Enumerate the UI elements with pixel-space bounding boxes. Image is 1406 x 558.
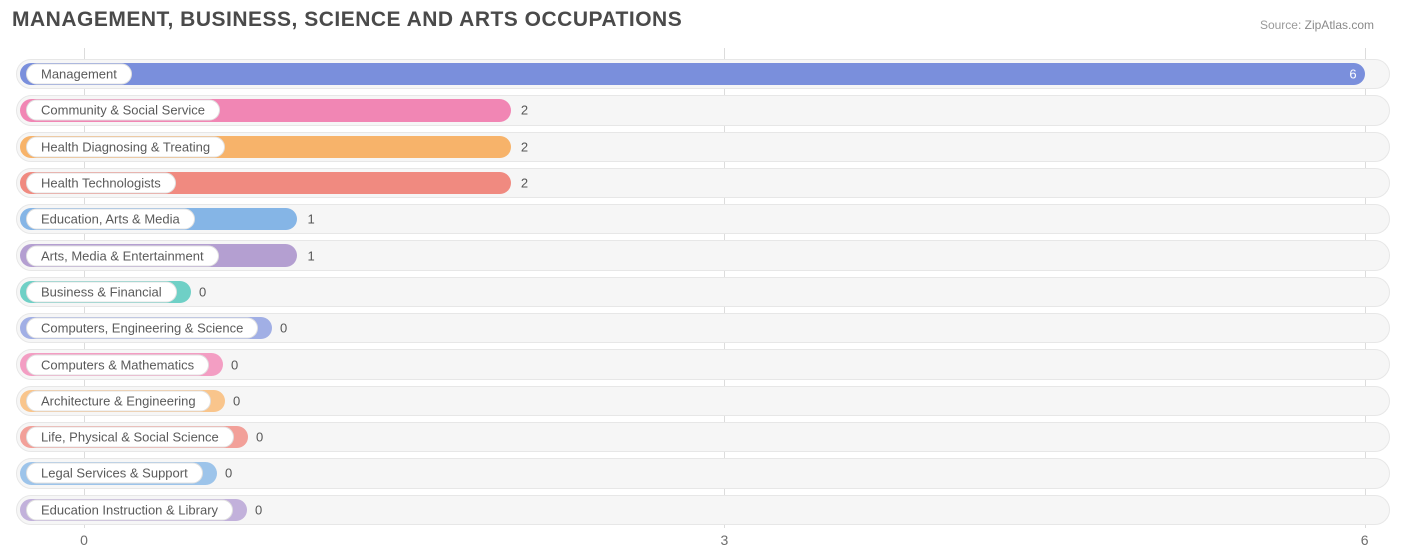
bar-row: Management 6 [12,56,1394,92]
bar-value: 0 [199,284,206,299]
bar-row: Architecture & Engineering 0 [12,383,1394,419]
bar-label-pill: Business & Financial [26,281,177,302]
bar-row: Computers & Mathematics 0 [12,346,1394,382]
bar-row: Health Diagnosing & Treating 2 [12,129,1394,165]
bar-row: Community & Social Service 2 [12,92,1394,128]
bar-value: 1 [307,248,314,263]
bar-value: 0 [233,393,240,408]
bar-value: 1 [307,212,314,227]
bar-label-pill: Management [26,64,132,85]
bar-label-pill: Computers, Engineering & Science [26,318,258,339]
bar-value: 2 [521,176,528,191]
chart-plot: Management6Community & Social Service2He… [12,48,1394,556]
bar-track [16,458,1390,488]
bar-label-pill: Education, Arts & Media [26,209,195,230]
bar-value: 0 [280,321,287,336]
bar-label-pill: Legal Services & Support [26,463,203,484]
bar-value: 2 [521,139,528,154]
bar-row: Arts, Media & Entertainment 1 [12,237,1394,273]
bar-row: Business & Financial 0 [12,274,1394,310]
bar-fill [20,63,1365,85]
bar-label-pill: Architecture & Engineering [26,390,211,411]
bar-label-pill: Education Instruction & Library [26,499,233,520]
bar-label-pill: Health Diagnosing & Treating [26,136,225,157]
source-value: ZipAtlas.com [1305,18,1374,32]
bar-value: 0 [225,466,232,481]
bar-row: Education Instruction & Library 0 [12,492,1394,528]
bar-label-pill: Community & Social Service [26,100,220,121]
bar-value: 0 [256,430,263,445]
bar-label-pill: Health Technologists [26,173,176,194]
bar-value: 2 [521,103,528,118]
x-tick-label: 0 [80,532,88,548]
bar-label-pill: Arts, Media & Entertainment [26,245,219,266]
bar-row: Life, Physical & Social Science 0 [12,419,1394,455]
bar-value: 6 [1349,67,1356,82]
bar-track [16,277,1390,307]
bar-row: Computers, Engineering & Science 0 [12,310,1394,346]
bar-value: 0 [231,357,238,372]
chart-title: MANAGEMENT, BUSINESS, SCIENCE AND ARTS O… [12,8,1394,32]
bar-row: Health Technologists 2 [12,165,1394,201]
x-tick-label: 6 [1361,532,1369,548]
bar-row: Legal Services & Support 0 [12,455,1394,491]
x-tick-label: 3 [720,532,728,548]
bar-row: Education, Arts & Media 1 [12,201,1394,237]
bar-label-pill: Life, Physical & Social Science [26,427,234,448]
source-label: Source: [1260,18,1301,32]
bar-label-pill: Computers & Mathematics [26,354,209,375]
bar-value: 0 [255,502,262,517]
source-attribution: Source: ZipAtlas.com [1260,18,1374,32]
